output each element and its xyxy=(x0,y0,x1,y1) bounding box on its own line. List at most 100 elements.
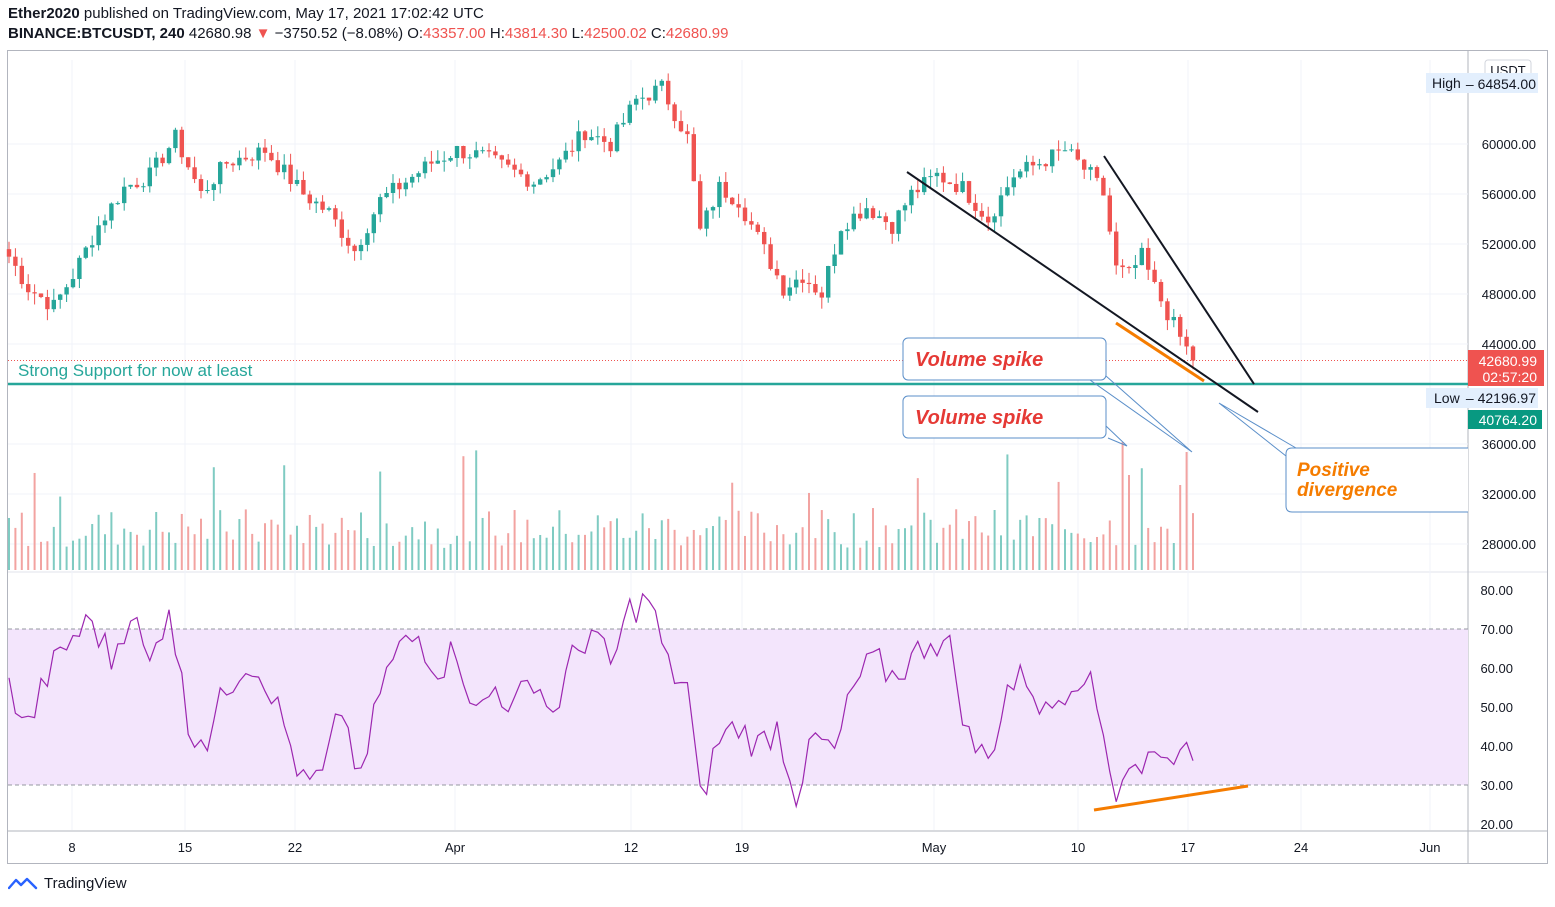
volume-bar xyxy=(731,482,734,570)
volume-bar xyxy=(1083,538,1086,570)
volume-bar xyxy=(366,538,369,570)
volume-bar xyxy=(78,538,81,570)
candle-body xyxy=(794,279,799,288)
volume-bar xyxy=(673,529,676,570)
volume-bar xyxy=(161,531,164,570)
volume-bar xyxy=(1172,543,1175,570)
candle-body xyxy=(378,197,383,215)
high-tag-value: – 64854.00 xyxy=(1466,76,1536,92)
candle-body xyxy=(717,181,722,208)
symbol-name[interactable]: BINANCE:BTCUSDT, 240 xyxy=(8,25,185,42)
positive-divergence-text-line1: Positive xyxy=(1297,460,1370,481)
volume-bar xyxy=(724,519,727,570)
candle-body xyxy=(1005,187,1010,196)
candle-body xyxy=(198,179,204,191)
candle-body xyxy=(506,159,511,165)
candle-body xyxy=(646,97,652,101)
candle-body xyxy=(192,167,197,180)
candle-body xyxy=(70,279,76,288)
volume-bar xyxy=(488,511,490,570)
volume-bar xyxy=(180,513,183,570)
high-value: 43814.30 xyxy=(504,25,568,42)
tradingview-logo-icon[interactable] xyxy=(8,876,38,892)
volume-bar xyxy=(1179,485,1182,570)
volume-bar xyxy=(955,509,958,570)
green-price-tag-value: 40764.20 xyxy=(1479,412,1538,428)
volume-bar xyxy=(705,528,708,570)
candle-body xyxy=(877,216,882,219)
time-tick-label: 24 xyxy=(1294,840,1308,855)
price-tick-label: 48000.00 xyxy=(1482,287,1536,302)
volume-bar xyxy=(1070,532,1073,570)
candle-body xyxy=(1107,195,1112,232)
volume-bar xyxy=(456,535,458,570)
volume-bar xyxy=(308,514,311,570)
footer-brand[interactable]: TradingView xyxy=(44,875,127,892)
volume-bar xyxy=(507,533,510,570)
volume-bar xyxy=(558,510,561,570)
candle-body xyxy=(800,279,805,283)
volume-bar xyxy=(1038,517,1041,570)
volume-bar xyxy=(788,544,791,570)
volume-bar xyxy=(475,450,478,570)
candle-body xyxy=(422,161,428,174)
candle-body xyxy=(896,210,901,234)
candle-body xyxy=(346,237,351,246)
candle-body xyxy=(1082,159,1087,170)
volume-bar xyxy=(987,535,990,570)
candle-body xyxy=(45,297,50,310)
candle-body xyxy=(595,136,600,138)
candle-body xyxy=(992,216,997,223)
high-label: H: xyxy=(489,25,505,42)
volume-bar xyxy=(353,530,356,570)
volume-spike-callout-2: Volume spike xyxy=(902,395,1128,447)
candle-body xyxy=(64,287,69,295)
candle-body xyxy=(442,160,447,162)
candle-body xyxy=(1088,167,1093,170)
volume-bar xyxy=(360,512,362,570)
candle-body xyxy=(787,287,792,296)
candle-body xyxy=(38,293,44,298)
volume-bar xyxy=(84,535,87,570)
volume-bar xyxy=(219,510,222,570)
chart-frame[interactable] xyxy=(7,50,1548,864)
candle-body xyxy=(275,160,280,173)
volume-bar xyxy=(59,496,62,570)
volume-bar xyxy=(872,508,874,570)
volume-bar xyxy=(891,543,894,570)
volume-bar xyxy=(1096,536,1098,570)
candle-body xyxy=(371,214,376,234)
change-value: −3750.52 (−8.08%) xyxy=(274,25,404,42)
volume-bar xyxy=(104,534,106,570)
volume-bar xyxy=(257,541,260,570)
volume-bar xyxy=(763,532,766,570)
volume-bar xyxy=(1115,545,1118,570)
candle-body xyxy=(813,284,818,293)
footer: TradingView xyxy=(8,875,127,892)
publish-info: Ether2020 published on TradingView.com, … xyxy=(8,5,484,22)
volume-bar xyxy=(334,532,337,570)
volume-bar xyxy=(392,545,394,570)
author-name[interactable]: Ether2020 xyxy=(8,5,80,22)
volume-bar xyxy=(72,540,74,570)
candle-body xyxy=(435,160,440,164)
candle-body xyxy=(352,245,357,252)
down-arrow-icon: ▼ xyxy=(255,25,271,42)
candle-body xyxy=(1037,164,1042,166)
candle-body xyxy=(141,186,146,188)
candle-body xyxy=(51,299,56,310)
volume-bar xyxy=(916,478,919,570)
volume-bar xyxy=(206,538,209,570)
volume-bar xyxy=(481,517,484,570)
support-label: Strong Support for now at least xyxy=(18,361,253,380)
candle-body xyxy=(1069,149,1074,151)
candle-body xyxy=(570,150,575,152)
volume-bar xyxy=(654,539,657,570)
candle-body xyxy=(1178,316,1183,337)
candle-body xyxy=(77,257,82,280)
volume-bar xyxy=(616,518,618,570)
candle-body xyxy=(1018,171,1023,178)
candle-body xyxy=(826,265,831,298)
candle-body xyxy=(691,134,696,182)
